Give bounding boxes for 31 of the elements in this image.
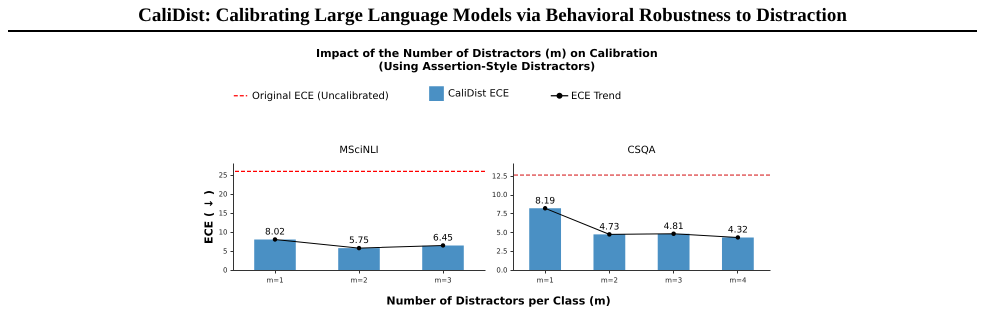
bar [338, 248, 380, 270]
data-label: 6.45 [432, 233, 454, 244]
bar [593, 234, 626, 270]
chart-title: CSQA [627, 145, 656, 156]
legend-label: CaliDist ECE [448, 88, 510, 100]
text: CaliDist: Calibrating Large Language Models via Behavioral Robustness to Distraction [8, 5, 977, 32]
legend-label: Original ECE (Uncalibrated) [252, 90, 389, 102]
data-label: 4.32 [728, 225, 748, 236]
point [542, 206, 548, 211]
text: (Using Assertion-Style Distractors) [378, 60, 596, 73]
text: Impact of the Number of Distractors (m) on Calibration [316, 47, 658, 60]
chart-title: MSciNLI [339, 145, 379, 156]
point [607, 232, 612, 237]
data-label: 4.81 [664, 222, 684, 232]
y-axis-title: ECE ( ↓ ) [202, 190, 216, 244]
point [440, 243, 446, 248]
data-label: 8.02 [264, 227, 286, 238]
data-label: 8.19 [535, 196, 556, 206]
data-label: 4.73 [599, 222, 620, 232]
point [272, 237, 278, 242]
bar [529, 208, 562, 270]
point [671, 232, 676, 236]
x-axis-title: Number of Distractors per Class (m) [386, 294, 611, 308]
bar [254, 239, 296, 270]
data-label: 5.75 [348, 236, 370, 246]
point [736, 235, 740, 240]
bar [658, 234, 690, 270]
bar [722, 237, 754, 270]
bar [422, 245, 464, 270]
point [356, 246, 362, 250]
legend-label: ECE Trend [571, 90, 622, 102]
